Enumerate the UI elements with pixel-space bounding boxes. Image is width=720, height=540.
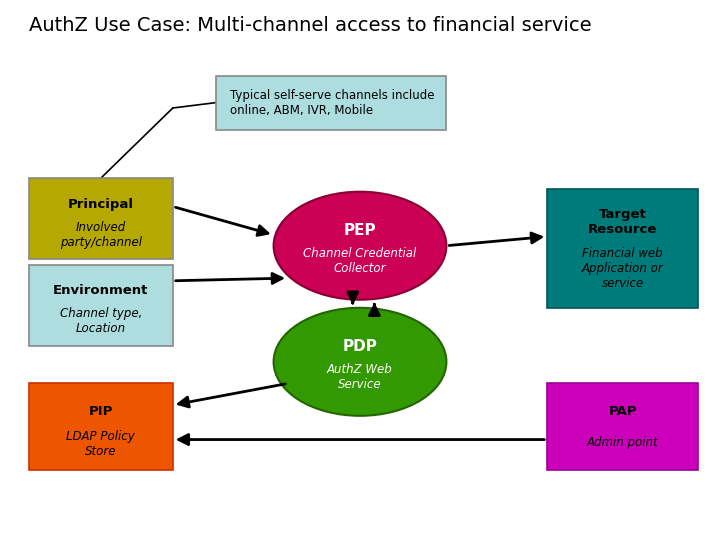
Bar — [216, 76, 446, 130]
Text: PIP: PIP — [89, 404, 113, 417]
Text: Typical self-serve channels include
online, ABM, IVR, Mobile: Typical self-serve channels include onli… — [230, 89, 435, 117]
Text: Channel Credential
Collector: Channel Credential Collector — [303, 247, 417, 275]
Ellipse shape — [274, 192, 446, 300]
Text: Environment: Environment — [53, 284, 148, 297]
Text: AuthZ Use Case: Multi-channel access to financial service: AuthZ Use Case: Multi-channel access to … — [29, 16, 591, 35]
Text: PAP: PAP — [608, 404, 637, 417]
Text: Principal: Principal — [68, 198, 134, 211]
Bar — [29, 178, 173, 259]
Text: PEP: PEP — [343, 223, 377, 238]
Text: Financial web
Application or
service: Financial web Application or service — [582, 247, 664, 290]
Text: PDP: PDP — [343, 339, 377, 354]
Text: Involved
party/channel: Involved party/channel — [60, 221, 142, 249]
Bar — [547, 189, 698, 308]
Ellipse shape — [274, 308, 446, 416]
Bar — [547, 383, 698, 470]
Text: Admin point: Admin point — [587, 436, 659, 449]
Bar — [29, 265, 173, 346]
Bar — [29, 383, 173, 470]
Text: Target
Resource: Target Resource — [588, 208, 657, 237]
Text: LDAP Policy
Store: LDAP Policy Store — [66, 430, 135, 458]
Text: Channel type,
Location: Channel type, Location — [60, 307, 142, 335]
Text: AuthZ Web
Service: AuthZ Web Service — [327, 363, 393, 391]
